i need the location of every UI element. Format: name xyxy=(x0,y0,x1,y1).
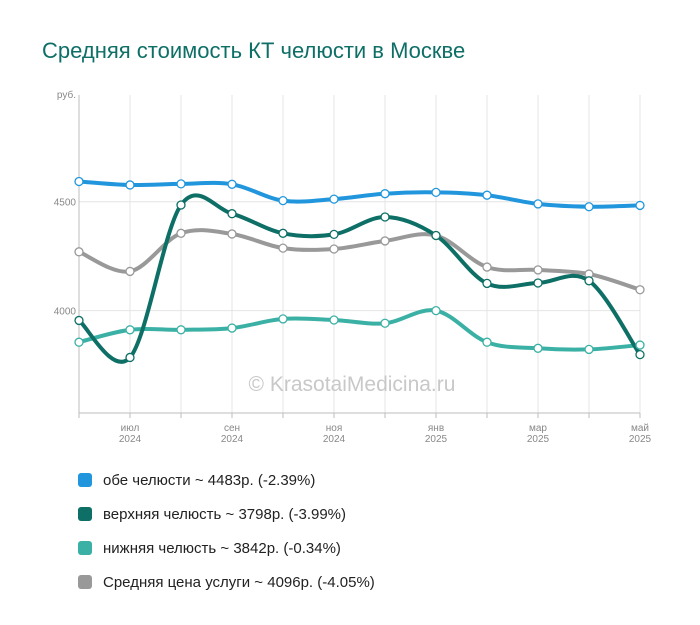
data-point-s3[interactable] xyxy=(176,325,186,335)
legend-swatch xyxy=(78,473,92,487)
x-tick-month: сен xyxy=(224,423,240,434)
data-point-s4[interactable] xyxy=(74,247,84,257)
data-point-s2[interactable] xyxy=(584,276,594,286)
data-point-s1[interactable] xyxy=(125,180,135,190)
x-tick-year: 2024 xyxy=(323,434,346,445)
data-point-s2[interactable] xyxy=(125,352,135,363)
x-tick-month: мар xyxy=(529,423,547,434)
data-point-s4[interactable] xyxy=(635,285,645,295)
legend-item[interactable]: нижняя челюсть ~ 3842р. (-0.34%) xyxy=(78,531,375,565)
series-line-2 xyxy=(77,193,642,364)
x-tick-month: май xyxy=(631,423,649,434)
x-tick-year: 2025 xyxy=(527,434,550,445)
data-point-s3[interactable] xyxy=(329,315,339,325)
legend-swatch xyxy=(78,541,92,555)
data-point-s3[interactable] xyxy=(635,340,645,350)
x-tick-year: 2024 xyxy=(221,434,244,445)
x-tick-month: июл xyxy=(121,423,140,434)
legend-label: нижняя челюсть ~ 3842р. (-0.34%) xyxy=(103,539,341,557)
data-point-s2[interactable] xyxy=(74,315,84,326)
y-tick-label: 4000 xyxy=(54,307,77,318)
data-point-s4[interactable] xyxy=(380,236,390,246)
data-point-s2[interactable] xyxy=(635,349,645,360)
data-point-s2[interactable] xyxy=(227,209,237,219)
series-line-1 xyxy=(77,179,642,209)
data-point-s3[interactable] xyxy=(125,325,135,335)
data-point-s2[interactable] xyxy=(431,230,441,241)
data-point-s4[interactable] xyxy=(227,229,237,239)
legend-label: верхняя челюсть ~ 3798р. (-3.99%) xyxy=(103,505,347,523)
data-point-s1[interactable] xyxy=(329,194,339,204)
data-point-s2[interactable] xyxy=(380,212,390,222)
data-point-s4[interactable] xyxy=(278,243,288,253)
data-point-s1[interactable] xyxy=(380,189,390,199)
data-point-s4[interactable] xyxy=(482,262,492,272)
legend-label: Средняя цена услуги ~ 4096р. (-4.05%) xyxy=(103,573,375,591)
data-point-s3[interactable] xyxy=(431,305,441,316)
data-point-s3[interactable] xyxy=(278,314,288,324)
x-tick-year: 2025 xyxy=(629,434,652,445)
x-tick-month: ноя xyxy=(326,423,343,434)
legend-swatch xyxy=(78,575,92,589)
data-point-s1[interactable] xyxy=(482,190,492,200)
data-point-s1[interactable] xyxy=(74,176,84,187)
data-point-s1[interactable] xyxy=(584,202,594,212)
series-line-3 xyxy=(77,308,642,352)
data-point-s1[interactable] xyxy=(635,200,645,211)
grid-lines xyxy=(78,95,641,418)
data-point-s2[interactable] xyxy=(176,200,186,210)
data-point-s3[interactable] xyxy=(584,344,594,355)
data-point-s3[interactable] xyxy=(74,337,84,347)
data-point-s2[interactable] xyxy=(329,229,339,240)
legend-swatch xyxy=(78,507,92,521)
legend-label: обе челюсти ~ 4483р. (-2.39%) xyxy=(103,471,316,489)
data-point-s4[interactable] xyxy=(329,244,339,254)
x-tick-year: 2024 xyxy=(119,434,142,445)
watermark: © KrasotaiMedicina.ru xyxy=(249,373,456,396)
legend: обе челюсти ~ 4483р. (-2.39%) верхняя чел… xyxy=(78,463,375,599)
data-point-s3[interactable] xyxy=(227,323,237,333)
data-point-s4[interactable] xyxy=(533,265,543,275)
legend-item[interactable]: Средняя цена услуги ~ 4096р. (-4.05%) xyxy=(78,565,375,599)
y-tick-label: 4500 xyxy=(54,198,77,209)
data-point-s2[interactable] xyxy=(482,278,492,289)
data-point-s3[interactable] xyxy=(380,318,390,328)
data-point-s1[interactable] xyxy=(278,195,288,206)
y-axis-ticks: 4000 4500 xyxy=(54,198,77,318)
data-point-s1[interactable] xyxy=(176,179,186,189)
data-point-s2[interactable] xyxy=(533,278,543,288)
data-point-s2[interactable] xyxy=(278,228,288,238)
data-point-s1[interactable] xyxy=(533,199,543,209)
x-tick-year: 2025 xyxy=(425,434,448,445)
data-point-s3[interactable] xyxy=(533,343,543,353)
legend-item[interactable]: верхняя челюсть ~ 3798р. (-3.99%) xyxy=(78,497,375,531)
data-point-s1[interactable] xyxy=(227,179,237,189)
series-lines xyxy=(77,179,642,364)
data-point-s4[interactable] xyxy=(125,266,135,277)
legend-item[interactable]: обе челюсти ~ 4483р. (-2.39%) xyxy=(78,463,375,497)
data-point-s3[interactable] xyxy=(482,337,492,347)
data-points xyxy=(74,176,645,363)
x-tick-month: янв xyxy=(428,423,444,434)
data-point-s1[interactable] xyxy=(431,187,441,198)
y-axis-label: руб. xyxy=(57,89,76,101)
x-axis-ticks: июл2024сен2024ноя2024янв2025мар2025май20… xyxy=(119,423,652,445)
data-point-s4[interactable] xyxy=(176,228,186,238)
chart-title: Средняя стоимость КТ челюсти в Москве xyxy=(42,38,466,63)
